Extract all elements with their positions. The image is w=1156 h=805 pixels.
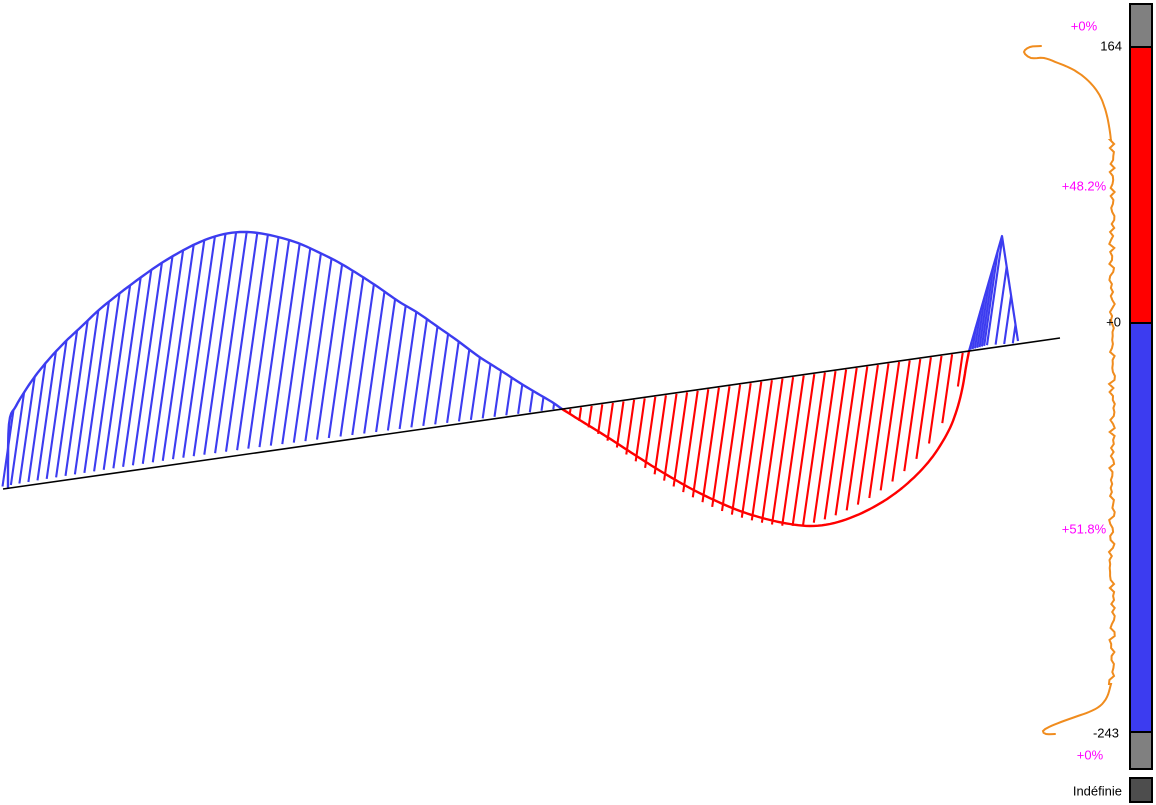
colorbar-segment-clip-high[interactable] (1131, 5, 1151, 46)
label-min-value: -243 (1092, 725, 1119, 741)
undefined-color-fill (1131, 779, 1151, 801)
amplitude-profile-curve (1022, 45, 1116, 736)
colorbar-undefined-swatch[interactable] (1129, 777, 1153, 803)
label-clip-high-percent: +0% (1070, 18, 1098, 34)
label-clip-low-percent: +0% (1076, 747, 1104, 763)
colorbar-segment-negative[interactable] (1131, 324, 1151, 731)
spike-envelope (967, 234, 1020, 352)
label-max-value: 164 (1100, 38, 1122, 54)
label-negative-percent: +51.8% (1061, 521, 1107, 537)
amplitude-colorbar[interactable] (1129, 3, 1153, 770)
label-zero-value: +0 (1106, 314, 1121, 330)
positive-lobe-envelope (6, 230, 563, 488)
colorbar-segment-clip-low[interactable] (1131, 733, 1151, 768)
label-undefined: Indéfinie (1072, 783, 1122, 799)
colorbar-segment-positive[interactable] (1131, 48, 1151, 322)
label-positive-percent: +48.2% (1061, 178, 1107, 194)
hatch-fill (1, 231, 1017, 527)
negative-lobe-envelope (561, 350, 971, 528)
trace-baseline (2, 337, 1061, 490)
